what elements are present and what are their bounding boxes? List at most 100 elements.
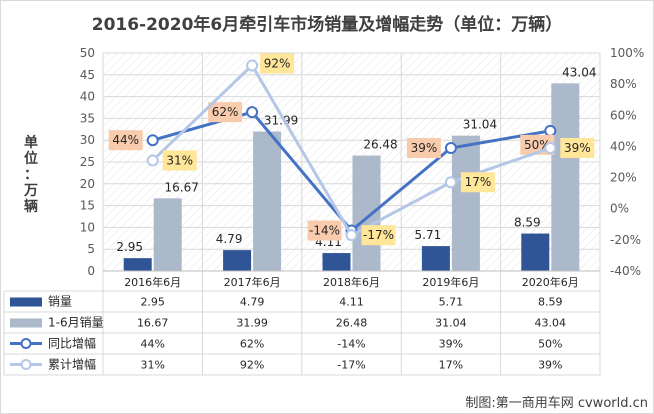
bar [123,258,152,271]
bar [451,135,480,271]
y2-tick-label: 20% [610,171,637,185]
series-point [345,229,358,242]
x-tick-label: 2016年6月 [124,275,181,289]
y-tick-label: 40 [80,90,95,104]
y-tick-label: 5 [87,242,95,256]
table-cell: 43.04 [535,317,567,330]
bar-data-label: 31.99 [264,114,298,128]
table-cell: 4.11 [339,296,364,309]
bar-data-label: 31.04 [463,118,497,132]
table-cell: 31.04 [435,317,467,330]
table-cell: 8.59 [538,296,563,309]
series-point [444,176,457,189]
table-cell: 2.95 [140,296,165,309]
x-tick-label: 2019年6月 [422,275,479,289]
bar-data-label: 2.95 [116,240,143,254]
series-point [544,141,557,154]
legend-key-marker [20,338,32,349]
table-cell: -17% [337,359,365,372]
table-cell: 92% [240,359,264,372]
table-cell: 16.67 [137,317,169,330]
y-tick-label: 30 [80,133,95,147]
legend-key [10,297,42,307]
x-tick-label: 2018年6月 [323,275,380,289]
x-tick-label: 2017年6月 [224,275,281,289]
y-tick-label: 35 [80,111,95,125]
point-label: 50% [524,138,551,152]
bar [551,83,580,271]
bar-data-label: 5.71 [415,228,442,242]
series-point [246,106,259,119]
legend-label: 1-6月销量 [48,316,104,330]
bar [521,233,550,271]
table-cell: 4.79 [240,296,265,309]
point-label-bg [406,137,441,158]
y-tick-label: 15 [80,199,95,213]
chart-title: 2016-2020年6月牵引车市场销量及增幅走势（单位：万辆） [91,15,563,35]
y-axis-label: 单位：万辆 [24,135,38,215]
point-label: -14% [309,224,340,238]
point-label-bg [460,172,495,193]
y-tick-label: 45 [80,68,95,82]
bar-data-label: 26.48 [363,138,397,152]
bar [421,246,450,271]
point-label: 31% [166,153,193,167]
point-label-bg [108,130,143,151]
table-cell: 62% [240,338,264,351]
table-cell: 50% [538,338,562,351]
table-cell: 39% [439,338,463,351]
series-point [146,154,159,167]
table-cell: 31% [140,359,164,372]
table-cell: 44% [140,338,164,351]
point-label-bg [361,225,396,246]
series-point [146,134,159,147]
point-label-bg [162,150,197,171]
point-label: 44% [112,133,139,147]
bar [352,155,381,271]
point-label: 39% [411,141,438,155]
y2-tick-label: 60% [610,108,637,122]
y2-tick-label: -40% [610,264,641,278]
point-label: 62% [212,105,239,119]
bar-data-label: 43.04 [562,65,596,79]
table-cell: 31.99 [236,317,268,330]
bar [322,253,351,271]
point-label-bg [560,137,595,158]
legend-label: 销量 [48,295,72,309]
bar [223,250,252,271]
bar-data-label: 4.79 [216,232,243,246]
bar-data-label: 16.67 [165,180,199,194]
y2-tick-label: 80% [610,77,637,91]
point-label-bg [260,53,295,74]
series-point [544,124,557,137]
bar-data-label: 8.59 [514,216,541,230]
point-label: 92% [264,56,291,70]
series-point [444,141,457,154]
point-label-bg [208,102,243,123]
point-label: -17% [363,228,394,242]
legend-label: 累计增幅 [48,357,96,372]
legend-key [10,318,42,328]
table-cell: 5.71 [439,296,464,309]
table-cell: 26.48 [336,317,368,330]
y2-tick-label: -20% [610,233,641,247]
table-cell: 39% [538,359,562,372]
y-tick-label: 20 [80,177,95,191]
legend-label: 同比增幅 [48,336,96,351]
series-point [246,59,259,72]
point-label-bg [307,220,342,241]
point-label: 17% [465,175,492,189]
table-cell: 17% [439,359,463,372]
x-tick-label: 2020年6月 [522,275,579,289]
y-tick-label: 25 [80,155,95,169]
point-label: 39% [564,141,591,155]
credit-text: 制图:第一商用车网 cvworld.cn [465,396,648,411]
y2-tick-label: 0% [610,202,629,216]
y2-tick-label: 100% [610,46,644,60]
table-cell: -14% [337,338,365,351]
bar [253,131,282,271]
y-tick-label: 10 [80,220,95,234]
y2-tick-label: 40% [610,139,637,153]
y-tick-label: 0 [87,264,95,278]
